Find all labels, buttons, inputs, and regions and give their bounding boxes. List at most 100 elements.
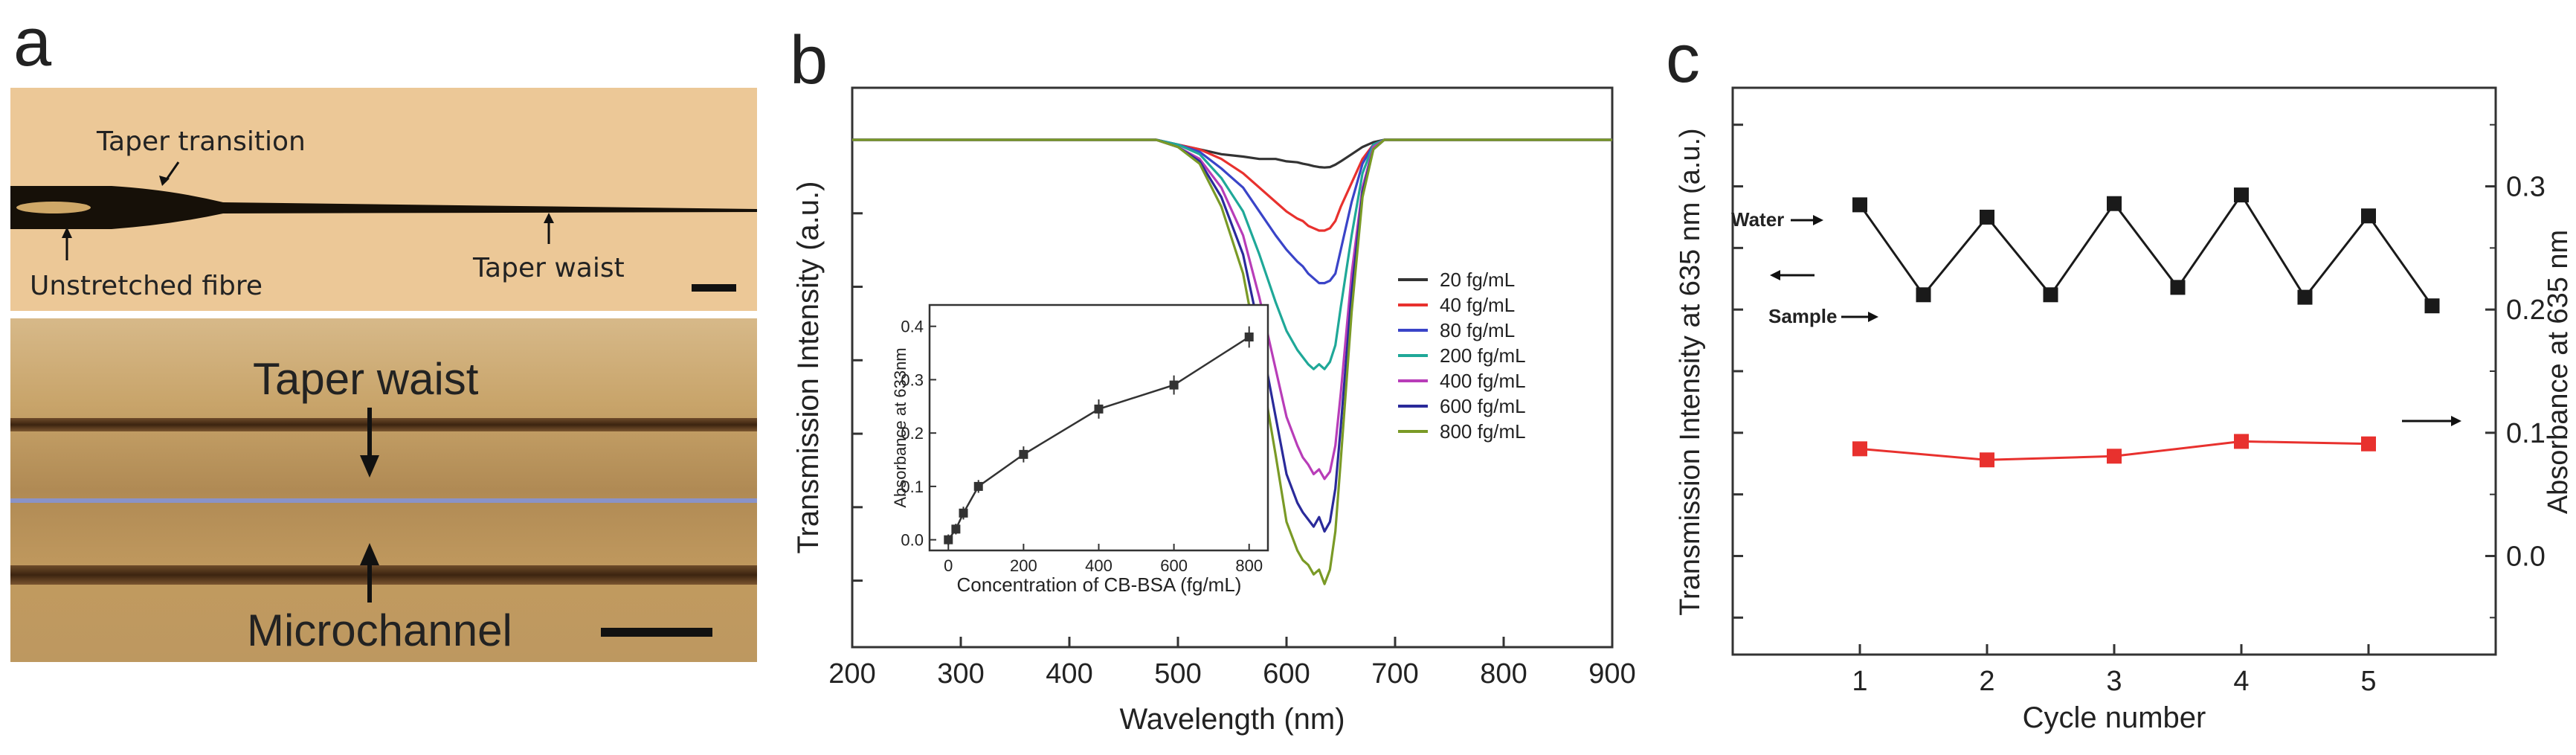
- inset-x-tick-label: 0: [944, 556, 953, 575]
- inset-x-tick-label: 200: [1010, 556, 1037, 575]
- chart-c-ticks: 1 2 3 4 5 0.0 0.1 0.2 0.3: [1733, 123, 2546, 697]
- chart-b-y-label: Transmission Intensity (a.u.): [792, 181, 825, 554]
- inset-point: [1169, 380, 1179, 390]
- chart-c-point-transmission: [2043, 287, 2058, 303]
- chart-c-point-transmission: [2361, 208, 2376, 224]
- channel-wall-lower: [10, 565, 757, 585]
- chart-c-right-tick-label: 0.1: [2506, 418, 2546, 449]
- panel-label-b: b: [790, 22, 828, 98]
- inset-x-tick-label: 400: [1085, 556, 1112, 575]
- inset-y-tick-label: 0.1: [901, 478, 924, 496]
- inset-ticks: 0 200 400 600 800 0.0 0.1 0.2 0.3 0.4: [901, 318, 1263, 575]
- inset-series: [944, 326, 1254, 545]
- legend-label: 400 fg/mL: [1440, 370, 1526, 392]
- legend-label: 80 fg/mL: [1440, 319, 1515, 341]
- micrograph-bottom-background: [10, 318, 757, 662]
- chart-c-x-tick-label: 1: [1852, 666, 1867, 697]
- inset-point: [973, 481, 983, 491]
- label-taper-waist-top: Taper waist: [472, 253, 625, 283]
- inset-point: [959, 508, 968, 518]
- inset-point: [1244, 332, 1254, 342]
- chart-c-x-label: Cycle number: [2023, 701, 2206, 734]
- chart-b-frame: [851, 86, 1614, 649]
- chart-b-x-tick-label: 700: [1371, 658, 1418, 690]
- channel-wall-upper: [10, 418, 757, 431]
- left-axis-pointer-arrowhead: [1770, 270, 1780, 280]
- inset-point: [1094, 404, 1104, 414]
- chart-b-series-line-40-fg-ml: [852, 138, 1612, 232]
- panel-b: b 200 300 400 500 600 700 800 900 Wavelength (n…: [790, 22, 1636, 736]
- legend-label: 40 fg/mL: [1440, 294, 1515, 316]
- inset-x-label: Concentration of CB-BSA (fg/mL): [957, 574, 1242, 596]
- label-microchannel: Microchannel: [247, 605, 512, 655]
- chart-b-x-tick-label: 400: [1046, 658, 1092, 690]
- panel-a: a Taper transition Unstretched fibre Tap…: [10, 4, 757, 662]
- chart-c-right-tick-label: 0.2: [2506, 295, 2546, 326]
- chart-c-y2-label: Absorbance at 635 nm: [2543, 230, 2574, 514]
- inset-point: [1019, 449, 1028, 459]
- chart-b-x-tick-label: 600: [1263, 658, 1310, 690]
- chart-c-x-tick-label: 2: [1979, 666, 1994, 697]
- panel-label-a: a: [13, 4, 52, 80]
- chart-c-point-transmission: [2424, 298, 2440, 314]
- chart-b-legend: 20 fg/mL 40 fg/mL 80 fg/mL 200 fg/mL 400 fg/…: [1398, 269, 1526, 443]
- chart-c-point-transmission: [2107, 196, 2122, 211]
- legend-label: 20 fg/mL: [1440, 269, 1515, 291]
- chart-c-x-tick-label: 3: [2106, 666, 2122, 697]
- inset-y-label: Absorbance at 633nm: [891, 347, 909, 507]
- label-taper-waist-bottom: Taper waist: [253, 354, 479, 404]
- arrowhead-microchannel: [360, 543, 379, 565]
- inset-point: [944, 535, 953, 544]
- chart-c-right-tick-label: 0.3: [2506, 172, 2546, 203]
- chart-b-series: [852, 138, 1612, 585]
- micrograph-top: Taper transition Unstretched fibre Taper…: [10, 88, 757, 311]
- inset-frame: [928, 303, 1269, 552]
- annotation-water-arrowhead: [1813, 215, 1823, 225]
- chart-b-x-label: Wavelength (nm): [1119, 703, 1345, 736]
- chart-c-point-transmission: [1916, 287, 1931, 303]
- panel-label-c: c: [1666, 21, 1700, 97]
- annotation-sample-arrowhead: [1868, 312, 1878, 322]
- chart-c-series: [1852, 187, 2440, 468]
- chart-b-inset: 0 200 400 600 800 0.0 0.1 0.2 0.3 0.4 Concentrati…: [891, 303, 1269, 596]
- chart-b-x-tick-label: 500: [1154, 658, 1201, 690]
- inset-x-tick-label: 600: [1160, 556, 1188, 575]
- arrowhead-unstretched-fibre: [62, 227, 72, 238]
- inset-y-tick-label: 0.0: [901, 531, 924, 550]
- inset-y-tick-label: 0.4: [901, 318, 924, 336]
- chart-b-series-line-800-fg-ml: [852, 138, 1612, 585]
- panel-c: c 1 2 3 4 5 0.0 0.1 0.2 0.3 Cycle number Transmi…: [1666, 21, 2574, 734]
- chart-c-point-absorbance: [2107, 449, 2122, 464]
- label-taper-transition: Taper transition: [96, 126, 306, 157]
- chart-c-point-absorbance: [2234, 434, 2249, 449]
- fibre-taper-shape: [10, 186, 757, 229]
- chart-b-y-ticks: [852, 138, 863, 582]
- arrowhead-taper-waist-bottom: [360, 455, 379, 478]
- label-unstretched-fibre: Unstretched fibre: [30, 271, 263, 301]
- annotation-water: Water: [1731, 208, 1784, 231]
- chart-c-point-transmission: [2234, 187, 2249, 203]
- legend-label: 600 fg/mL: [1440, 395, 1526, 417]
- chart-c-point-absorbance: [1852, 441, 1867, 457]
- arrowhead-taper-transition: [159, 176, 170, 186]
- chart-c-y-label: Transmission Intensity at 635 nm (a.u.): [1675, 128, 1706, 615]
- inset-point: [951, 524, 961, 534]
- fibre-core-highlight: [16, 202, 91, 213]
- chart-b-x-tick-label: 300: [937, 658, 984, 690]
- chart-c-point-transmission: [1980, 209, 1994, 225]
- legend-label: 200 fg/mL: [1440, 344, 1526, 367]
- legend-label: 800 fg/mL: [1440, 420, 1526, 443]
- chart-c-right-tick-label: 0.0: [2506, 541, 2546, 572]
- chart-c-point-transmission: [2297, 289, 2313, 305]
- chart-c-frame: [1731, 86, 2497, 656]
- inset-y-tick-label: 0.2: [901, 424, 924, 443]
- chart-c-line-transmission: [1858, 193, 2433, 307]
- taper-waist-line: [10, 498, 757, 503]
- chart-c-point-absorbance: [1980, 452, 1994, 468]
- right-axis-pointer-arrowhead: [2451, 416, 2461, 426]
- chart-c-point-transmission: [2170, 280, 2186, 295]
- micrograph-bottom: Taper waist Microchannel: [10, 318, 757, 662]
- inset-x-tick-label: 800: [1235, 556, 1263, 575]
- chart-b-x-tick-label: 800: [1480, 658, 1527, 690]
